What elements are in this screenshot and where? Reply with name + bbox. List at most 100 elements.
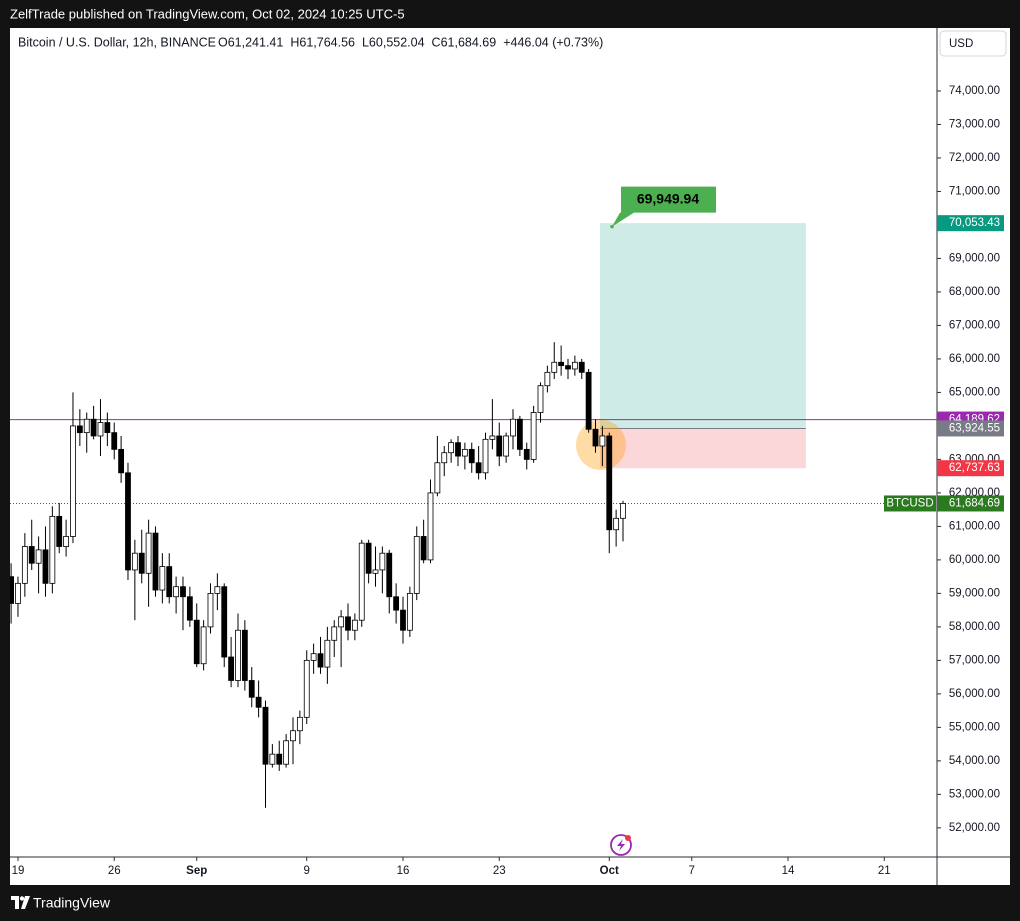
candle-body: [56, 515, 63, 547]
candle-body: [400, 609, 406, 631]
candle-body: [620, 503, 626, 519]
y-tick-label: 65,000.00: [949, 386, 1000, 398]
candle-body: [118, 448, 125, 474]
tradingview-logo: [11, 896, 30, 909]
candle-body: [255, 696, 262, 708]
x-tick-label: 9: [304, 865, 310, 877]
ohlc-readout: C61,684.69: [432, 35, 497, 49]
candle-body: [599, 435, 606, 447]
candle-body: [406, 592, 413, 631]
y-tick-label: 55,000.00: [949, 721, 1000, 733]
candle-body: [166, 566, 173, 598]
candle-body: [427, 492, 434, 561]
x-tick-label: 14: [782, 865, 795, 877]
candle-body: [63, 536, 70, 547]
candle-body: [138, 552, 145, 574]
symbol-badge-bg: [884, 495, 936, 512]
candle-body: [276, 753, 283, 765]
candle-body: [221, 586, 228, 658]
candle-body: [324, 639, 331, 668]
candle-body: [42, 549, 49, 584]
stop-label: 62,737.63: [949, 462, 1000, 474]
target-label-bg: [937, 215, 1004, 232]
entry-label-bg: [937, 420, 1004, 437]
candle-body: [537, 385, 544, 413]
ohlc-readout: H61,764.56: [290, 35, 355, 49]
candle-body: [558, 361, 565, 367]
currency-button[interactable]: [939, 30, 1007, 57]
candle-body: [290, 730, 296, 742]
candle-body: [613, 517, 620, 531]
last-price-label: 61,684.69: [949, 498, 1000, 510]
candle-body: [283, 740, 290, 765]
y-tick-label: 53,000.00: [949, 788, 1000, 800]
candle-body: [455, 442, 461, 457]
ohlc-readout: L60,552.04: [362, 35, 425, 49]
candle-body: [125, 472, 131, 571]
y-tick-label: 52,000.00: [949, 822, 1000, 834]
candle-body: [145, 532, 152, 574]
candle-body: [372, 569, 379, 574]
y-tick-label: 73,000.00: [949, 118, 1000, 130]
candle-body: [28, 546, 35, 564]
x-tick-label: Oct: [600, 865, 619, 877]
y-tick-label: 59,000.00: [949, 587, 1000, 599]
candle-body: [248, 680, 255, 698]
candle-body: [578, 361, 585, 373]
candle-body: [482, 438, 489, 474]
candle-body: [606, 435, 613, 531]
candle-body: [434, 462, 441, 494]
candle-body: [351, 619, 358, 631]
candle-body: [413, 536, 420, 594]
y-tick-label: 66,000.00: [949, 353, 1000, 365]
candle-body: [296, 716, 303, 732]
candle-body: [551, 361, 558, 373]
x-tick-label: 21: [878, 865, 891, 877]
y-tick-label: 61,000.00: [949, 520, 1000, 532]
stop-label-bg: [937, 460, 1004, 477]
candle-body: [503, 435, 510, 457]
candle-body: [475, 462, 482, 474]
candle-body: [159, 566, 166, 591]
currency[interactable]: USD: [949, 38, 973, 50]
candle-body: [21, 546, 28, 584]
candle-body: [386, 552, 393, 598]
candle-body: [10, 576, 15, 604]
y-tick-label: 56,000.00: [949, 688, 1000, 700]
candle-body: [345, 616, 351, 631]
candle-body: [585, 371, 592, 430]
entry-label: 63,924.55: [949, 422, 1000, 434]
candle-body: [180, 586, 186, 598]
candle-body: [35, 549, 42, 564]
y-tick-label: 58,000.00: [949, 621, 1000, 633]
last-price-label-bg: [937, 495, 1004, 512]
candle-body: [565, 365, 571, 370]
x-tick-label: 7: [689, 865, 695, 877]
chart-area: [10, 28, 1010, 885]
ohlc-readout: +446.04 (+0.73%): [503, 35, 603, 49]
symbol-badge: BTCUSD: [886, 498, 933, 510]
candle-body: [235, 629, 241, 681]
callout-label: 69,949.94: [637, 190, 699, 206]
candle-body: [489, 435, 496, 440]
candle-body: [200, 626, 207, 665]
y-tick-label: 57,000.00: [949, 654, 1000, 666]
candle-body: [523, 448, 530, 460]
candle-body: [468, 448, 475, 464]
x-tick-label: 19: [12, 865, 25, 877]
candle-body: [104, 422, 111, 434]
ohlc-readout: O61,241.41: [218, 35, 283, 49]
candle-body: [441, 452, 448, 464]
candle-body: [173, 586, 180, 598]
candle-body: [310, 653, 317, 661]
candle-body: [393, 596, 400, 611]
candle-body: [516, 418, 523, 450]
candle-body: [592, 428, 599, 447]
candle-body: [262, 706, 269, 765]
candle-body: [70, 425, 76, 537]
candle-body: [214, 586, 221, 594]
candle-body: [530, 412, 537, 460]
candle-body: [76, 425, 83, 434]
